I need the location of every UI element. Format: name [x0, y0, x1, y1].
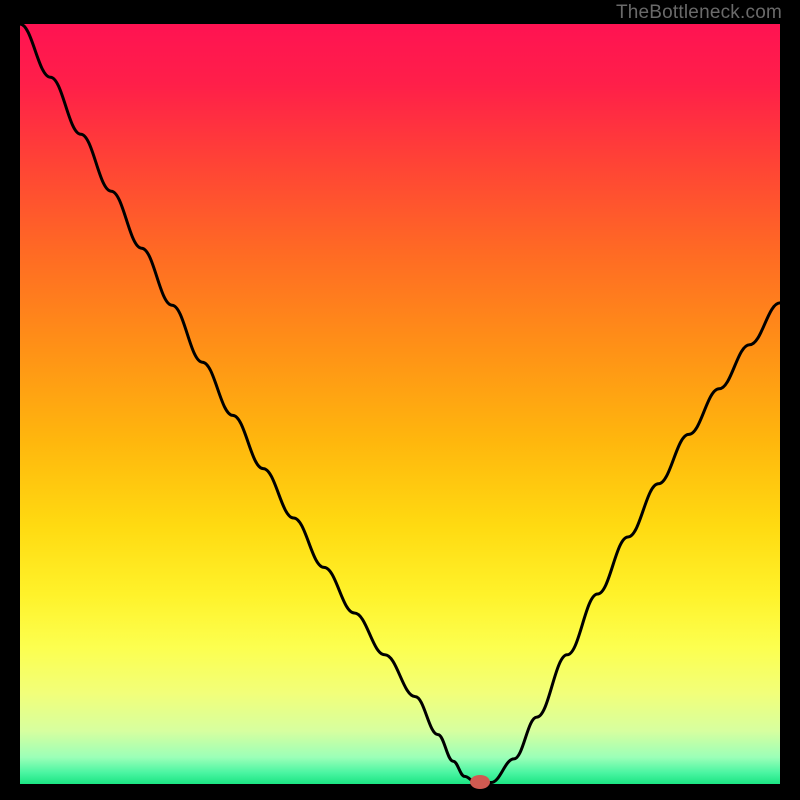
plot-area: [20, 24, 780, 784]
minimum-marker: [470, 775, 490, 789]
bottleneck-curve: [20, 24, 780, 784]
watermark-text: TheBottleneck.com: [616, 2, 782, 24]
chart-container: TheBottleneck.com: [0, 0, 800, 800]
